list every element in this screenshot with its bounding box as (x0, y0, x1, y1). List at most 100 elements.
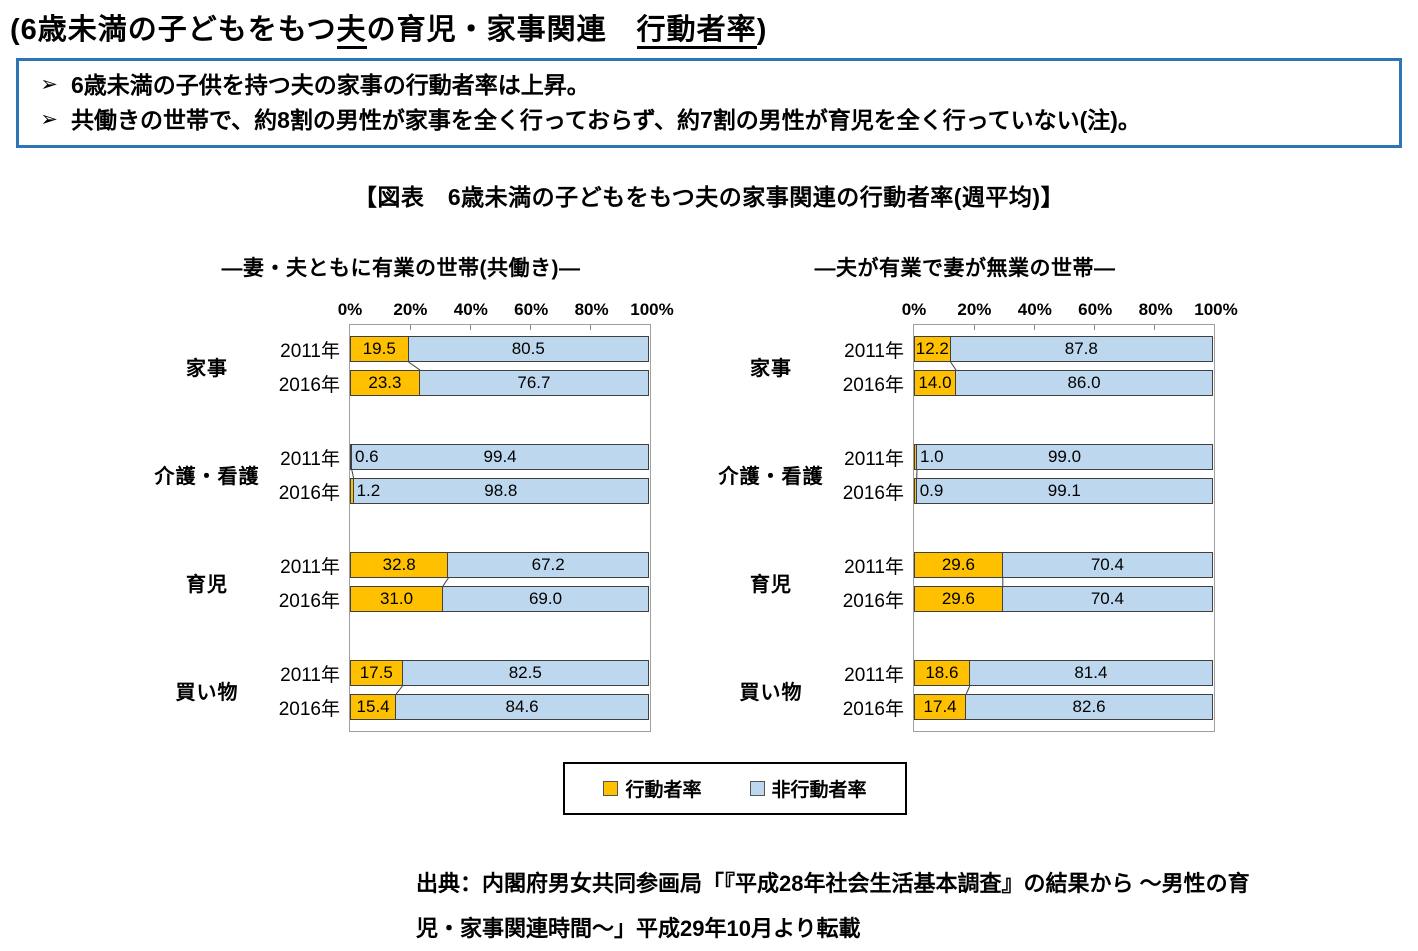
stacked-bar: 29.6 70.4 (914, 586, 1214, 612)
year-label: 2011年 (262, 660, 350, 687)
active-segment: 29.6 (914, 586, 1003, 612)
axis-tick-label: 0% (902, 300, 927, 320)
legend-item-inactive: 非行動者率 (750, 775, 867, 802)
inactive-value: 87.8 (1065, 339, 1098, 359)
page-title-middle: の育児・家事関連 (367, 14, 637, 46)
source-citation: 出典：内閣府男女共同参画局「『平成28年社会生活基本調査』の結果から ～男性の育… (416, 861, 1306, 951)
inactive-rate-swatch-icon (750, 781, 765, 796)
active-value: 23.3 (368, 373, 401, 393)
chart-subtitle: ―夫が有業で妻が無業の世帯― (716, 252, 1214, 282)
connector-gap (914, 686, 1214, 694)
active-value: 14.0 (918, 373, 951, 393)
connector-gap (350, 578, 650, 586)
inactive-segment: 76.7 (419, 370, 649, 396)
connector-gap (914, 470, 1214, 478)
callout-text: 共働きの世帯で、約8割の男性が家事を全く行っておらず、約7割の男性が育児を全く行… (71, 105, 1141, 136)
axis-tick-label: 60% (514, 300, 548, 320)
category-label: 介護・看護 (152, 444, 262, 504)
inactive-segment: 80.5 (408, 336, 650, 362)
inactive-value: 70.4 (1091, 589, 1124, 609)
category-label: 家事 (152, 336, 262, 396)
active-rate-swatch-icon (603, 781, 618, 796)
legend-item-active: 行動者率 (603, 775, 701, 802)
callout-text: 6歳未満の子供を持つ夫の家事の行動者率は上昇。 (71, 70, 590, 101)
active-value: 32.8 (383, 555, 416, 575)
page-title-suffix: ) (757, 14, 768, 46)
axis-tick-label: 80% (1139, 300, 1173, 320)
inactive-value: 81.4 (1074, 663, 1107, 683)
page-title-underlined-rate: 行動者率 (637, 14, 757, 49)
legend-label: 行動者率 (625, 775, 701, 802)
arrow-bullet-icon: ➢ (27, 70, 71, 101)
inactive-segment: 82.5 (402, 660, 650, 686)
inactive-value: 84.6 (506, 697, 539, 717)
axis-tick-label: 20% (957, 300, 991, 320)
active-value: 12.2 (916, 339, 949, 359)
year-label: 2011年 (262, 552, 350, 579)
connector-gap (350, 686, 650, 694)
inactive-value: 99.0 (1048, 447, 1081, 467)
chart-dual-income: ―妻・夫ともに有業の世帯(共働き)― 0%20%40%60%80%100% 家事… (152, 252, 650, 732)
year-label: 2011年 (826, 336, 914, 363)
legend-box: 行動者率 非行動者率 (563, 762, 907, 815)
inactive-segment: 86.0 (955, 370, 1213, 396)
stacked-bar: 23.3 76.7 (350, 370, 650, 396)
year-label: 2011年 (826, 552, 914, 579)
year-label: 2016年 (826, 478, 914, 505)
axis-tick-label: 40% (1018, 300, 1052, 320)
active-value: 17.5 (360, 663, 393, 683)
active-value: 19.5 (363, 339, 396, 359)
axis-tick-label: 80% (575, 300, 609, 320)
callout-item: ➢ 共働きの世帯で、約8割の男性が家事を全く行っておらず、約7割の男性が育児を全… (27, 105, 1387, 136)
axis-tick-label: 100% (630, 300, 673, 320)
inactive-value: 98.8 (484, 481, 517, 501)
inactive-segment: 81.4 (969, 660, 1213, 686)
active-value: 15.4 (357, 697, 390, 717)
active-segment: 12.2 (914, 336, 951, 362)
active-segment: 17.4 (914, 694, 966, 720)
active-value: 1.2 (357, 481, 381, 501)
year-label: 2011年 (262, 444, 350, 471)
source-line: 児・家事関連時間～」平成29年10月より転載 (416, 906, 1306, 951)
chart-subtitle: ―妻・夫ともに有業の世帯(共働き)― (152, 252, 650, 282)
inactive-segment: 87.8 (950, 336, 1213, 362)
category-label: 家事 (716, 336, 826, 396)
inactive-segment: 70.4 (1002, 586, 1213, 612)
stacked-bar: 19.5 80.5 (350, 336, 650, 362)
active-segment: 14.0 (914, 370, 956, 396)
stacked-bar: 12.2 87.8 (914, 336, 1214, 362)
year-label: 2016年 (826, 370, 914, 397)
axis-tick-label: 20% (393, 300, 427, 320)
inactive-segment: 84.6 (395, 694, 649, 720)
page-title-underlined-husband: 夫 (337, 14, 367, 49)
page-title: (6歳未満の子どもをもつ夫の育児・家事関連 行動者率) (0, 0, 1418, 48)
active-segment: 19.5 (350, 336, 409, 362)
active-value: 29.6 (942, 555, 975, 575)
charts-row: ―妻・夫ともに有業の世帯(共働き)― 0% 20% 40% 60% 80% 100% 家事… (0, 252, 1418, 732)
year-label: 2016年 (826, 586, 914, 613)
figure-title: 【図表 6歳未満の子どもをもつ夫の家事関連の行動者率(週平均)】 (0, 178, 1418, 212)
active-value: 17.4 (924, 697, 957, 717)
